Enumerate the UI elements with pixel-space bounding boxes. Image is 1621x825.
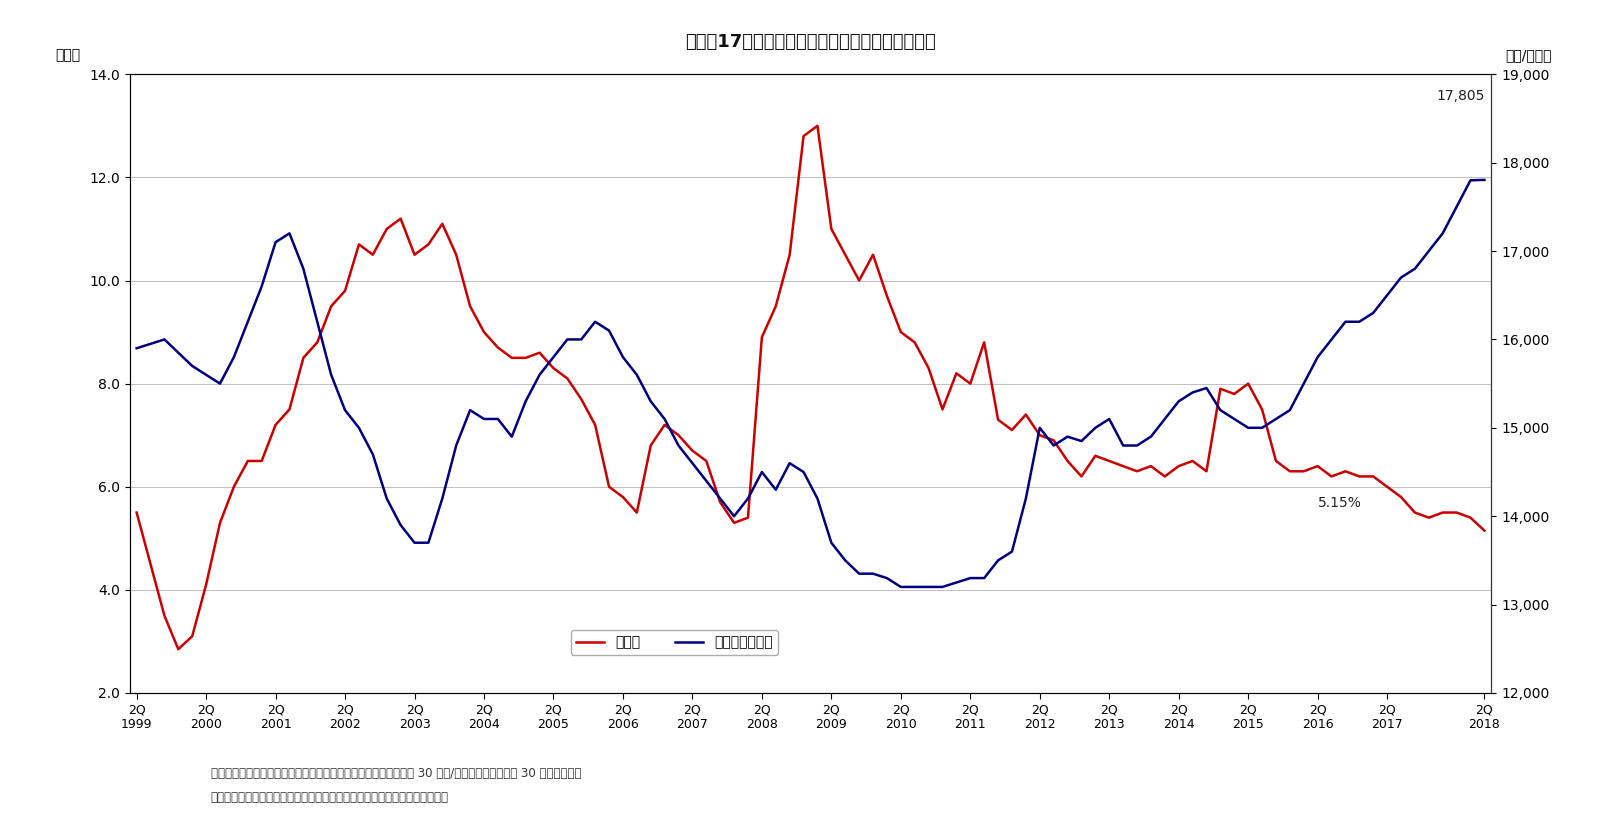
空室率	[780, 250, 799, 260]
賃料（右目盛）	[989, 555, 1008, 565]
Legend: 空室率, 賃料（右目盛）: 空室率, 賃料（右目盛）	[571, 630, 778, 655]
Text: （資料）ケン不動産投資顧問の公表データを基にニッセイ基礎研究所が作成: （資料）ケン不動産投資顧問の公表データを基にニッセイ基礎研究所が作成	[211, 791, 449, 804]
賃料（右目盛）	[767, 485, 786, 495]
空室率	[126, 507, 146, 517]
賃料（右目盛）	[211, 379, 230, 389]
賃料（右目盛）	[1169, 396, 1188, 406]
Text: 図表－17　　高級貸貸マンションの賃料と空室率: 図表－17 高級貸貸マンションの賃料と空室率	[686, 33, 935, 51]
賃料（右目盛）	[877, 573, 896, 583]
賃料（右目盛）	[126, 343, 146, 353]
Text: （注）期間中にケンコーポレーションで契約されたうち、賃料が 30 万円/月または専有面積が 30 坪以上のもの: （注）期間中にケンコーポレーションで契約されたうち、賃料が 30 万円/月または…	[211, 766, 582, 780]
Text: 5.15%: 5.15%	[1318, 497, 1362, 511]
空室率	[224, 482, 243, 492]
Text: （円/月坊）: （円/月坊）	[1504, 48, 1551, 62]
賃料（右目盛）	[892, 582, 911, 592]
空室率	[1002, 425, 1021, 435]
Text: 17,805: 17,805	[1436, 89, 1485, 103]
賃料（右目盛）	[238, 317, 258, 327]
空室率	[1183, 456, 1203, 466]
Line: 空室率: 空室率	[136, 125, 1485, 649]
空室率	[905, 337, 924, 347]
空室率	[169, 644, 188, 654]
空室率	[251, 456, 271, 466]
空室率	[1475, 526, 1495, 535]
空室率	[807, 120, 827, 130]
Line: 賃料（右目盛）: 賃料（右目盛）	[136, 180, 1485, 587]
賃料（右目盛）	[1475, 175, 1495, 185]
Text: 空室率: 空室率	[55, 48, 79, 62]
